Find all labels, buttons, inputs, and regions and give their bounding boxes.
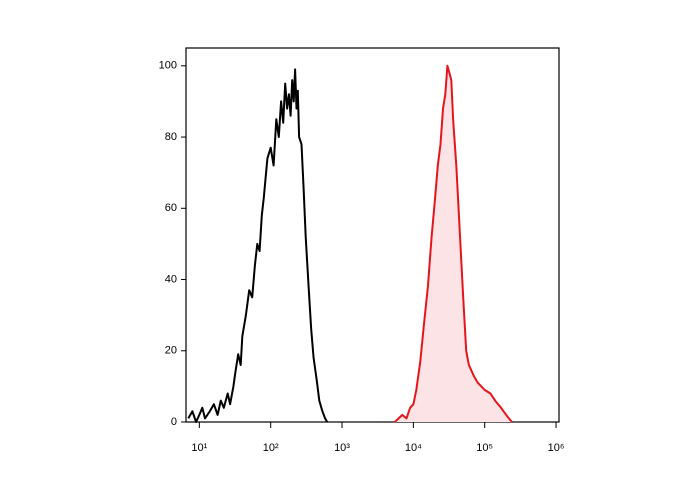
- y-tick-label: 60: [165, 202, 177, 214]
- x-tick-label: 10⁶: [548, 442, 565, 454]
- y-tick-label: 80: [165, 131, 177, 143]
- y-tick-label: 40: [165, 273, 177, 285]
- y-tick-label: 0: [171, 416, 177, 428]
- y-tick-label: 100: [159, 60, 177, 72]
- x-tick-label: 10²: [263, 442, 279, 454]
- x-tick-label: 10¹: [191, 442, 207, 454]
- line: [394, 64, 513, 423]
- x-tick-label: 10⁴: [405, 442, 422, 454]
- x-tick-label: 10³: [334, 442, 350, 454]
- plot-frame: [185, 47, 560, 423]
- y-tick-label: 20: [165, 345, 177, 357]
- x-tick-label: 10⁵: [476, 442, 493, 454]
- line: [187, 68, 329, 423]
